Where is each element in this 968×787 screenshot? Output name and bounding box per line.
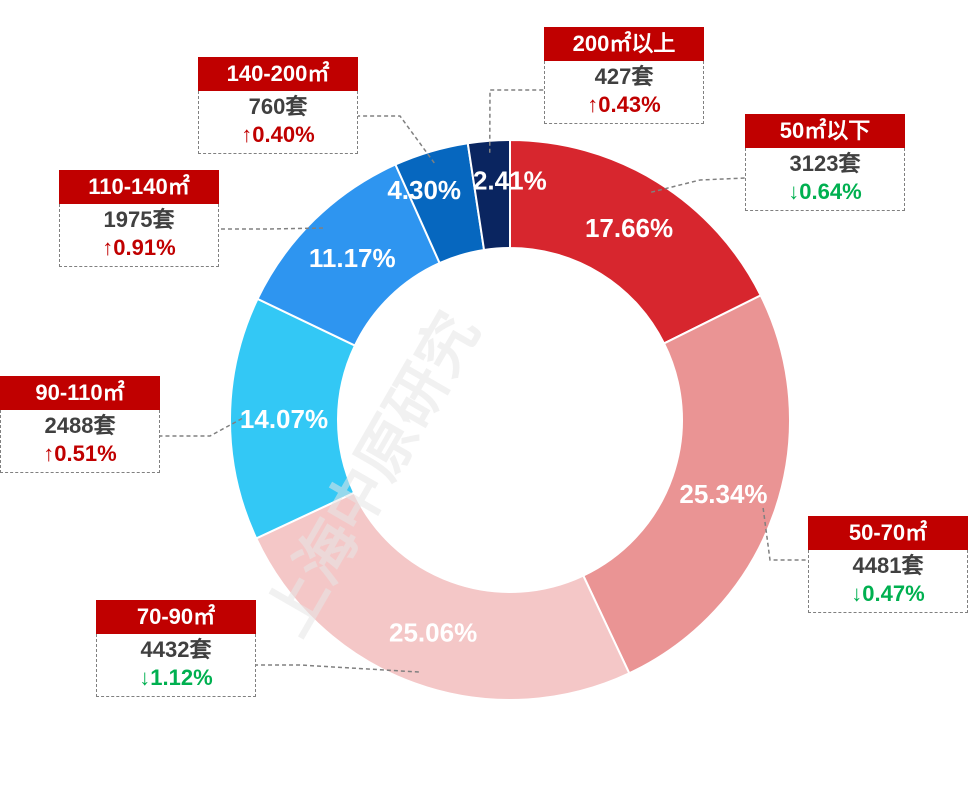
callout-category: 200㎡以上 — [544, 27, 704, 61]
slice-percent-label: 4.30% — [387, 175, 461, 205]
leader-lines — [160, 89, 808, 673]
callout-count: 2488套 — [44, 413, 116, 438]
callout-count: 4481套 — [852, 553, 924, 578]
callout-change: ↑0.43% — [587, 92, 661, 117]
callout-change: ↑0.51% — [43, 441, 117, 466]
callout-count: 1975套 — [103, 207, 175, 232]
callout-box: 50-70㎡ 4481套 ↓0.47% — [808, 516, 968, 613]
slice-percent-label: 25.06% — [389, 618, 477, 648]
donut-slices — [229, 138, 791, 701]
donut-slice — [581, 294, 791, 675]
callout-count: 427套 — [594, 64, 654, 89]
callout-category: 70-90㎡ — [96, 600, 256, 634]
callout-body: 4432套 ↓1.12% — [96, 634, 256, 697]
leader-line — [160, 417, 243, 437]
callout-change: ↓0.47% — [851, 581, 925, 606]
callout-box: 140-200㎡ 760套 ↑0.40% — [198, 57, 358, 154]
donut-slice — [254, 491, 631, 701]
slice-percent-label: 2.41% — [473, 166, 547, 196]
callout-count: 760套 — [248, 94, 308, 119]
leader-line — [488, 89, 544, 153]
leader-line — [255, 664, 419, 673]
callout-box: 110-140㎡ 1975套 ↑0.91% — [59, 170, 219, 267]
callout-change: ↓1.12% — [139, 665, 213, 690]
callout-box: 50㎡以下 3123套 ↓0.64% — [745, 114, 905, 211]
callout-body: 2488套 ↑0.51% — [0, 410, 160, 473]
callout-change: ↑0.40% — [241, 122, 315, 147]
callout-category: 90-110㎡ — [0, 376, 160, 410]
callout-box: 70-90㎡ 4432套 ↓1.12% — [96, 600, 256, 697]
donut-slice — [466, 138, 511, 252]
callout-count: 4432套 — [140, 637, 212, 662]
callout-category: 140-200㎡ — [198, 57, 358, 91]
leader-line — [219, 227, 323, 230]
callout-change: ↓0.64% — [788, 179, 862, 204]
callout-category: 110-140㎡ — [59, 170, 219, 204]
callout-category: 50㎡以下 — [745, 114, 905, 148]
slice-percent-label: 14.07% — [240, 404, 328, 434]
slice-percent-label: 11.17% — [309, 243, 396, 273]
leader-line — [650, 177, 746, 193]
slice-percent-label: 17.66% — [585, 213, 673, 243]
callout-body: 760套 ↑0.40% — [198, 91, 358, 154]
callout-count: 3123套 — [789, 151, 861, 176]
callout-change: ↑0.91% — [102, 235, 176, 260]
callout-body: 1975套 ↑0.91% — [59, 204, 219, 267]
callout-box: 200㎡以上 427套 ↑0.43% — [544, 27, 704, 124]
callout-box: 90-110㎡ 2488套 ↑0.51% — [0, 376, 160, 473]
callout-body: 3123套 ↓0.64% — [745, 148, 905, 211]
callout-body: 427套 ↑0.43% — [544, 61, 704, 124]
callout-body: 4481套 ↓0.47% — [808, 550, 968, 613]
callout-category: 50-70㎡ — [808, 516, 968, 550]
slice-percent-label: 25.34% — [679, 479, 767, 509]
leader-line — [762, 507, 808, 561]
leader-line — [358, 115, 435, 164]
slice-percent-labels: 17.66% 25.34% 25.06% 14.07% 11.17% 4.30% 2.41% — [240, 166, 768, 648]
donut-slice — [509, 138, 763, 345]
